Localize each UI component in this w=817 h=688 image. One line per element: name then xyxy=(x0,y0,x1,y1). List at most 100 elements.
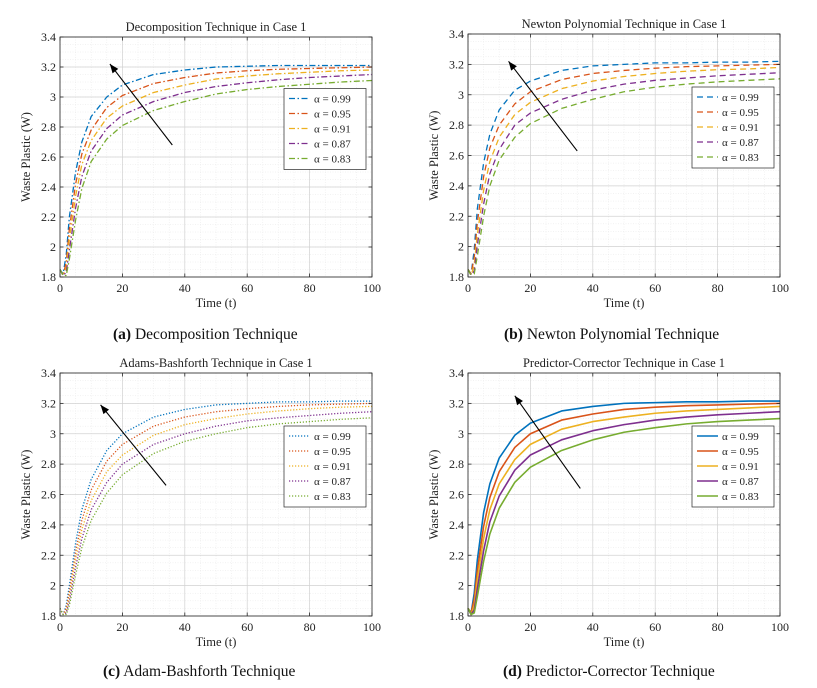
y-tick-label: 3.4 xyxy=(449,27,464,41)
caption-b: (b) Newton Polynomial Technique xyxy=(504,326,719,344)
x-tick-label: 0 xyxy=(57,281,63,295)
y-tick-label: 2.8 xyxy=(41,120,56,134)
legend-label-2: α = 0.91 xyxy=(314,124,351,136)
x-tick-label: 60 xyxy=(649,281,661,295)
y-tick-label: 2 xyxy=(458,240,464,254)
panel-c: 0 20 40 60 80 100 1.8 2 2.2 2.4 2.6 2.8 3 3.2 3.4 Adams… xyxy=(0,344,408,688)
y-axis-label: Waste Plastic (W) xyxy=(19,112,33,202)
caption-text: Adam-Bashforth Technique xyxy=(123,663,296,680)
y-tick-label: 3.2 xyxy=(41,396,56,410)
x-tick-label: 0 xyxy=(465,620,471,634)
legend-label-1: α = 0.95 xyxy=(722,107,759,119)
arrow-shaft xyxy=(508,61,578,152)
legend-label-4: α = 0.83 xyxy=(314,491,351,503)
legend: α = 0.99 α = 0.95 α = 0.91 α = 0.87 α = 0.83 xyxy=(691,425,775,508)
y-tick-label: 2.2 xyxy=(41,210,56,224)
arrow-head xyxy=(109,64,119,74)
arrow-shaft xyxy=(100,404,167,486)
series-line-1 xyxy=(59,402,373,616)
panel-d: 0 20 40 60 80 100 1.8 2 2.2 2.4 2.6 2.8 3 3.2 3.4 Predi… xyxy=(408,344,817,688)
chart-title: Adams-Bashforth Technique in Case 1 xyxy=(119,356,312,370)
x-tick-label: 80 xyxy=(712,281,724,295)
series-line-1 xyxy=(467,63,781,275)
panel-a: 0 20 40 60 80 100 1.8 2 2.2 2.4 2.6 2.8 3 3.2 3.4 Decom… xyxy=(0,0,408,344)
arrow-head xyxy=(100,404,110,415)
y-tick-label: 2.2 xyxy=(449,548,464,562)
series-line-3 xyxy=(59,73,373,277)
arrow-head xyxy=(508,61,517,71)
arrow-shaft xyxy=(109,63,173,146)
y-tick-label: 3 xyxy=(50,90,56,104)
legend-label-3: α = 0.87 xyxy=(314,139,351,151)
chart-svg: 0 20 40 60 80 100 1.8 2 2.2 2.4 2.6 2.8 3 3.2 3.4 Predi… xyxy=(427,356,789,649)
x-axis-label: Time (t) xyxy=(604,296,645,310)
y-tick-label: 2.8 xyxy=(41,457,56,471)
legend-label-1: α = 0.95 xyxy=(314,109,351,121)
legend-label-2: α = 0.91 xyxy=(314,461,351,473)
chart-title: Predictor-Corrector Technique in Case 1 xyxy=(523,356,725,370)
x-tick-label: 40 xyxy=(179,281,191,295)
x-tick-label: 100 xyxy=(771,281,789,295)
x-axis-label: Time (t) xyxy=(196,635,237,649)
y-tick-label: 2 xyxy=(50,579,56,593)
caption-tag: (c) xyxy=(103,663,121,680)
series-line-0 xyxy=(467,60,781,275)
legend-label-0: α = 0.99 xyxy=(314,431,351,443)
y-tick-label: 3.4 xyxy=(449,366,464,380)
y-tick-label: 2.2 xyxy=(449,209,464,223)
x-tick-label: 100 xyxy=(363,620,381,634)
legend-label-3: α = 0.87 xyxy=(314,476,351,488)
y-tick-label: 3 xyxy=(50,427,56,441)
caption-c: (c) Adam-Bashforth Technique xyxy=(103,663,295,681)
y-axis-label: Waste Plastic (W) xyxy=(19,450,33,540)
legend-box xyxy=(691,86,775,169)
y-tick-label: 2 xyxy=(50,240,56,254)
x-tick-label: 40 xyxy=(587,281,599,295)
panel-b: 0 20 40 60 80 100 1.8 2 2.2 2.4 2.6 2.8 3 3.2 3.4 Newto… xyxy=(408,0,817,344)
series-line-1 xyxy=(467,402,781,614)
x-tick-label: 20 xyxy=(116,620,128,634)
x-axis-label: Time (t) xyxy=(604,635,645,649)
series-line-4 xyxy=(467,417,781,616)
series-line-4 xyxy=(59,417,373,616)
series-line-1 xyxy=(59,66,373,277)
y-tick-label: 3.4 xyxy=(41,30,56,44)
series-line-0 xyxy=(467,400,780,614)
caption-tag: (b) xyxy=(504,326,523,343)
y-tick-label: 2.6 xyxy=(41,150,56,164)
legend: α = 0.99 α = 0.95 α = 0.91 α = 0.87 α = 0.83 xyxy=(691,86,775,169)
series-line-2 xyxy=(59,405,373,616)
caption-text: Decomposition Technique xyxy=(134,326,298,343)
arrow-head xyxy=(514,395,523,406)
legend-label-0: α = 0.99 xyxy=(722,92,759,104)
y-tick-label: 2.4 xyxy=(41,518,56,532)
y-tick-label: 3 xyxy=(458,427,464,441)
legend-label-3: α = 0.87 xyxy=(722,137,759,149)
y-tick-label: 2.8 xyxy=(449,457,464,471)
caption-a: (a) Decomposition Technique xyxy=(113,326,298,344)
series-line-2 xyxy=(467,405,781,616)
x-tick-label: 100 xyxy=(771,620,789,634)
x-tick-label: 60 xyxy=(241,620,253,634)
y-tick-label: 2.6 xyxy=(449,488,464,502)
legend: α = 0.99 α = 0.95 α = 0.91 α = 0.87 α = 0.83 xyxy=(283,425,367,508)
series-line-0 xyxy=(59,400,372,616)
y-tick-label: 2.4 xyxy=(449,518,464,532)
legend-label-4: α = 0.83 xyxy=(722,152,759,164)
series-line-4 xyxy=(59,79,373,277)
caption-text: Newton Polynomial Technique xyxy=(526,326,720,343)
x-tick-label: 0 xyxy=(57,620,63,634)
chart-title: Newton Polynomial Technique in Case 1 xyxy=(522,17,727,31)
x-tick-label: 40 xyxy=(587,620,599,634)
x-tick-label: 20 xyxy=(524,281,536,295)
legend-label-3: α = 0.87 xyxy=(722,476,759,488)
x-tick-label: 60 xyxy=(649,620,661,634)
series-line-3 xyxy=(467,72,781,277)
legend-label-1: α = 0.95 xyxy=(722,446,759,458)
y-tick-label: 3.2 xyxy=(41,60,56,74)
x-tick-label: 80 xyxy=(304,281,316,295)
caption-tag: (d) xyxy=(503,663,522,680)
y-tick-label: 1.8 xyxy=(449,270,464,284)
y-tick-label: 2.4 xyxy=(41,180,56,194)
series-line-0 xyxy=(59,64,372,275)
